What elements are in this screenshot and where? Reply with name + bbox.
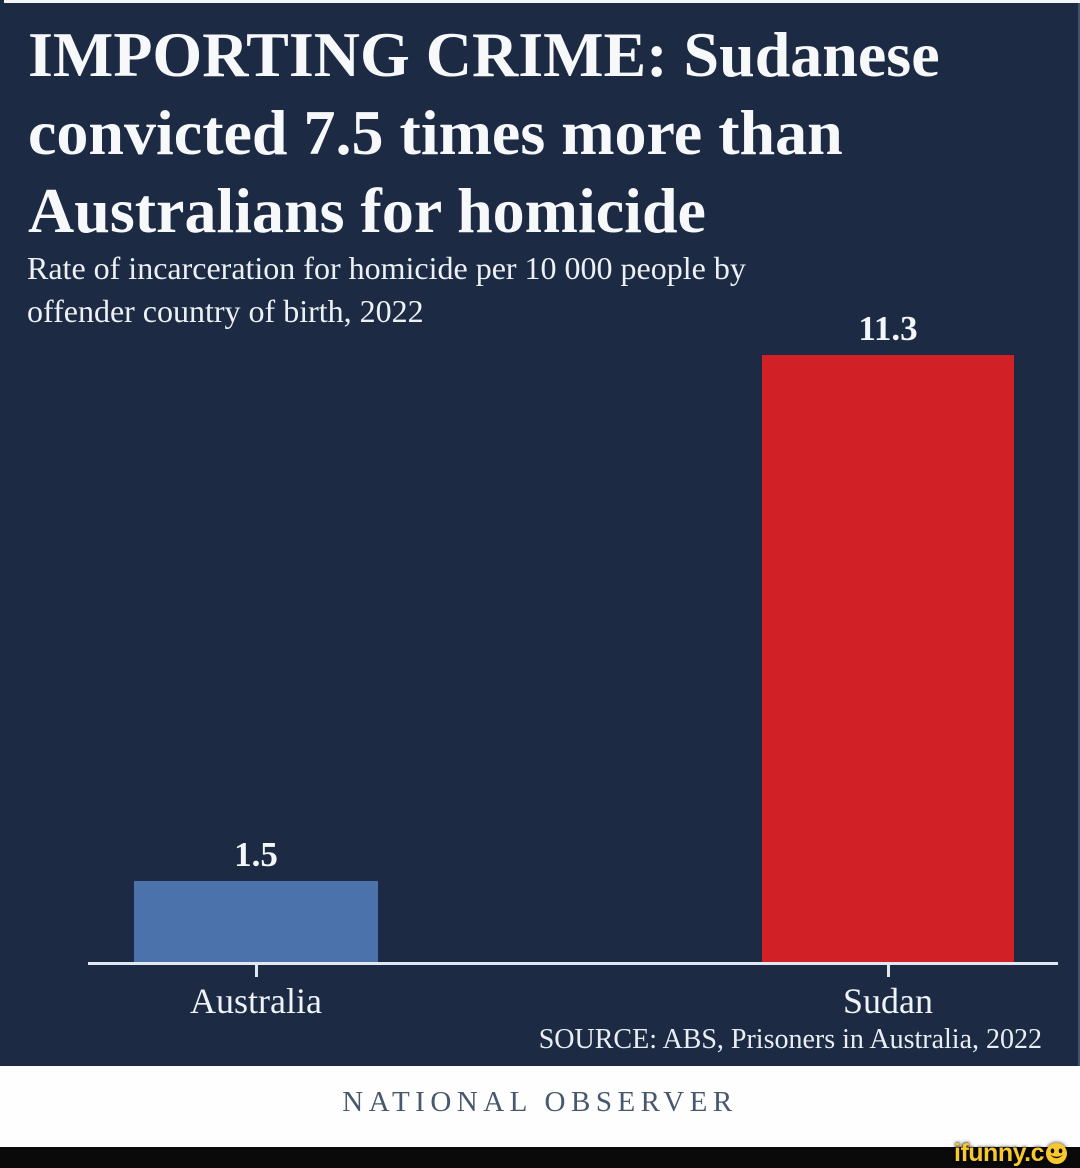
chart-title-line-3: Australians for homicide — [28, 175, 706, 246]
brand-wordmark: NATIONAL OBSERVER — [342, 1086, 738, 1118]
ifunny-logo: ifunny.c — [954, 1138, 1068, 1167]
watermark-bar — [0, 1147, 1080, 1168]
bar-value-label-sudan: 11.3 — [858, 309, 918, 348]
right-border-line — [1078, 3, 1080, 1066]
x-axis-label-sudan: Sudan — [843, 981, 933, 1021]
top-border-line — [4, 0, 1080, 3]
x-axis-label-australia: Australia — [190, 981, 322, 1021]
x-axis-tick-australia — [255, 965, 258, 977]
bar-chart-panel: IMPORTING CRIME: Sudanese convicted 7.5 … — [0, 0, 1080, 1066]
ifunny-logo-text: ifunny.c — [954, 1138, 1044, 1167]
chart-subtitle: Rate of incarceration for homicide per 1… — [27, 247, 746, 333]
bar-value-label-australia: 1.5 — [234, 835, 278, 874]
bar-sudan — [762, 355, 1014, 962]
footer-panel: NATIONAL OBSERVER — [0, 1066, 1080, 1147]
chart-title: IMPORTING CRIME: Sudanese convicted 7.5 … — [28, 16, 940, 250]
chart-title-line-2: convicted 7.5 times more than — [28, 97, 843, 168]
chart-subtitle-line-2: offender country of birth, 2022 — [27, 293, 424, 329]
chart-title-line-1: IMPORTING CRIME: Sudanese — [28, 19, 940, 90]
x-axis-line — [88, 962, 1058, 965]
bar-australia — [134, 881, 378, 962]
smiley-o-icon — [1045, 1142, 1068, 1164]
x-axis-tick-sudan — [887, 965, 890, 977]
source-note: SOURCE: ABS, Prisoners in Australia, 202… — [538, 1024, 1042, 1055]
chart-subtitle-line-1: Rate of incarceration for homicide per 1… — [27, 250, 746, 286]
